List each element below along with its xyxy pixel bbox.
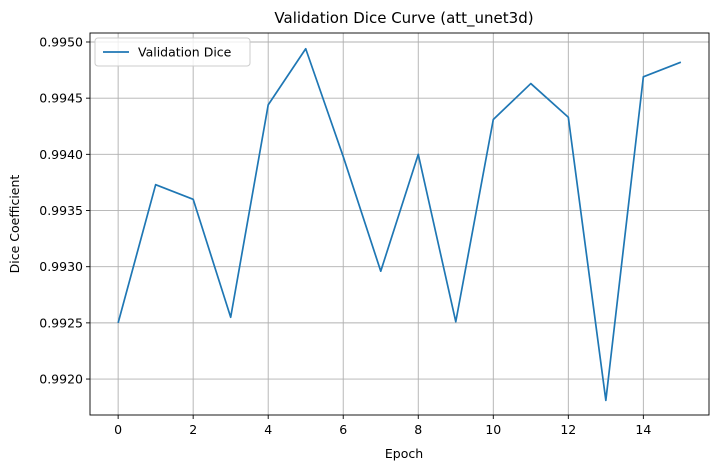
- legend: Validation Dice: [94, 37, 251, 67]
- legend-label: Validation Dice: [138, 45, 232, 60]
- series-line: [117, 47, 682, 402]
- legend-box: [94, 37, 251, 67]
- y-tick-label: 0.9935: [39, 203, 83, 218]
- x-tick-label: 10: [485, 422, 501, 437]
- x-tick-label: 6: [339, 422, 347, 437]
- x-tick-label: 14: [635, 422, 651, 437]
- x-tick-label: 0: [114, 422, 122, 437]
- y-axis-ticks: 0.9920 0.9925 0.9930 0.9935 0.9940 0.9945 0.99…: [39, 34, 90, 387]
- y-tick-label: 0.9945: [39, 91, 83, 106]
- chart-title: Validation Dice Curve (att_unet3d): [274, 9, 533, 28]
- x-axis-ticks: 0 2 4 6 8 10 12 14: [114, 415, 651, 437]
- y-tick-label: 0.9925: [39, 315, 83, 330]
- x-tick-label: 12: [560, 422, 576, 437]
- grid-lines: [90, 33, 709, 415]
- x-tick-label: 2: [189, 422, 197, 437]
- y-tick-label: 0.9950: [39, 34, 83, 49]
- y-tick-label: 0.9930: [39, 259, 83, 274]
- x-tick-label: 8: [414, 422, 422, 437]
- y-axis-label: Dice Coefficient: [7, 175, 22, 274]
- y-tick-label: 0.9920: [39, 372, 83, 387]
- plot-frame: [89, 32, 710, 416]
- x-axis-label: Epoch: [385, 446, 423, 461]
- y-tick-label: 0.9940: [39, 147, 83, 162]
- x-tick-label: 4: [264, 422, 272, 437]
- series-layer: [117, 47, 682, 402]
